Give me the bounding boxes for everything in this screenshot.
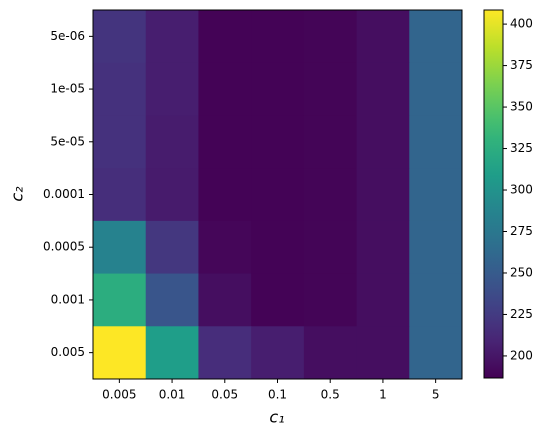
- colorbar-tick-label: 250: [510, 265, 533, 279]
- heatmap-cell: [409, 62, 463, 116]
- colorbar-tick-label: 325: [510, 141, 533, 155]
- x-tick-label: 0.005: [102, 388, 136, 402]
- heatmap-cell: [93, 115, 147, 169]
- x-tick-label: 0.05: [211, 388, 238, 402]
- colorbar-tick-label: 400: [510, 17, 533, 31]
- heatmap-cell: [303, 62, 358, 116]
- heatmap-cell: [356, 273, 410, 327]
- x-tick-label: 0.1: [268, 388, 287, 402]
- colorbar-tick-label: 225: [510, 307, 533, 321]
- heatmap-cell: [251, 326, 305, 380]
- heatmap-cell: [251, 168, 305, 222]
- heatmap-cell: [303, 115, 358, 169]
- heatmap-cell: [145, 168, 199, 222]
- heatmap-cell: [198, 220, 252, 275]
- y-tick-label: 0.005: [51, 345, 85, 359]
- y-tick-label: 5e-06: [50, 29, 85, 43]
- heatmap-cell: [409, 115, 463, 169]
- heatmap-cell: [145, 10, 199, 64]
- heatmap-cell: [198, 115, 252, 169]
- x-axis-label: c₁: [269, 408, 284, 427]
- heatmap-cell: [251, 220, 305, 275]
- heatmap-cell: [145, 326, 199, 380]
- y-tick-label: 0.001: [51, 292, 85, 306]
- colorbar-tick-label: 300: [510, 183, 533, 197]
- heatmap-cell: [198, 10, 252, 64]
- heatmap-cell: [356, 62, 410, 116]
- colorbar: [483, 9, 504, 379]
- heatmap-cell: [409, 273, 463, 327]
- heatmap-cell: [93, 168, 147, 222]
- heatmap-cell: [198, 168, 252, 222]
- heatmap-cell: [93, 220, 147, 275]
- colorbar-tick-label: 200: [510, 348, 533, 362]
- heatmap-cell: [93, 62, 147, 116]
- heatmap-cell: [409, 10, 463, 64]
- heatmap-cell: [93, 326, 147, 380]
- heatmap-cell: [251, 115, 305, 169]
- heatmap-cell: [356, 10, 410, 64]
- y-tick-label: 0.0005: [43, 240, 85, 254]
- heatmap-cell: [251, 62, 305, 116]
- heatmap-cell: [251, 273, 305, 327]
- heatmap-cell: [409, 220, 463, 275]
- heatmap-cell: [93, 273, 147, 327]
- heatmap-cell: [303, 220, 358, 275]
- heatmap-cell: [198, 326, 252, 380]
- heatmap-cell: [145, 273, 199, 327]
- colorbar-tick-label: 375: [510, 58, 533, 72]
- y-tick-label: 5e-05: [50, 134, 85, 148]
- x-tick-label: 0.01: [159, 388, 186, 402]
- y-tick-label: 0.0001: [43, 187, 85, 201]
- heatmap-cell: [198, 273, 252, 327]
- heatmap-cell: [303, 10, 358, 64]
- x-tick-label: 0.5: [321, 388, 340, 402]
- heatmap-cell: [303, 326, 358, 380]
- heatmap-cell: [409, 168, 463, 222]
- heatmap-cell: [356, 220, 410, 275]
- heatmap-cell: [198, 62, 252, 116]
- heatmap-cell: [93, 10, 147, 64]
- heatmap-cell: [303, 168, 358, 222]
- heatmap-cell: [356, 326, 410, 380]
- heatmap-cell: [251, 10, 305, 64]
- heatmap-cell: [145, 115, 199, 169]
- heatmap-cell: [356, 168, 410, 222]
- heatmap-cell: [409, 326, 463, 380]
- y-tick-label: 1e-05: [50, 82, 85, 96]
- colorbar-tick-label: 350: [510, 100, 533, 114]
- heatmap-cell: [145, 220, 199, 275]
- heatmap-cell: [145, 62, 199, 116]
- x-tick-label: 1: [379, 388, 387, 402]
- x-tick-label: 5: [432, 388, 440, 402]
- heatmap-cell: [356, 115, 410, 169]
- heatmap-cell: [303, 273, 358, 327]
- colorbar-tick-label: 275: [510, 224, 533, 238]
- y-axis-label: c₂: [8, 186, 27, 202]
